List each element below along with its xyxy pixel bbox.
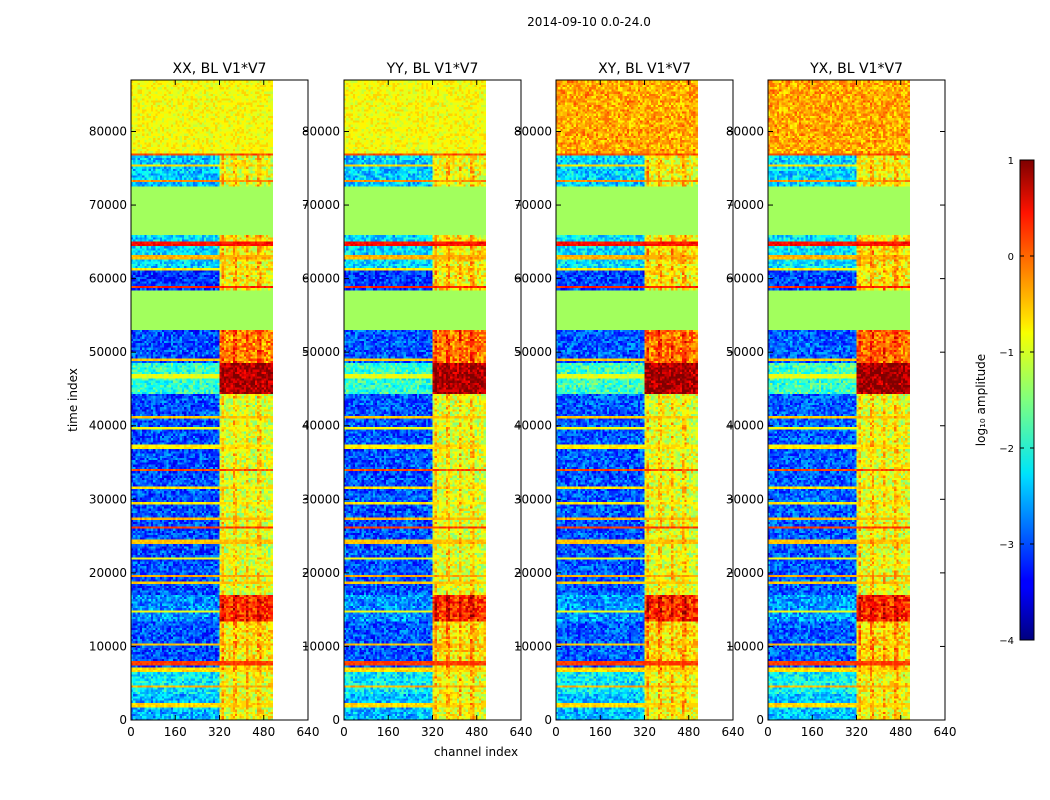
y-tick-label: 40000 (726, 419, 764, 433)
y-tick-label: 0 (119, 713, 127, 727)
y-tick-label: 60000 (514, 272, 552, 286)
panel-yy: YY, BL V1*V7 0 160 320 480 640 0 10000 20000 3000… (302, 61, 533, 739)
colorbar-tick-label: −2 (999, 444, 1014, 455)
x-tick-label: 160 (377, 725, 400, 739)
y-tick-label: 40000 (89, 419, 127, 433)
x-tick-label: 640 (722, 725, 745, 739)
y-tick-label: 30000 (726, 492, 764, 506)
x-tick-label: 0 (340, 725, 348, 739)
heatmap (768, 80, 910, 721)
y-tick-label: 60000 (302, 272, 340, 286)
colorbar-tick-label: −3 (999, 540, 1014, 551)
y-tick-label: 10000 (302, 639, 340, 653)
colorbar-tick-label: 1 (1008, 156, 1014, 167)
y-tick-label: 70000 (89, 198, 127, 212)
y-tick-label: 10000 (514, 639, 552, 653)
x-tick-label: 320 (421, 725, 444, 739)
y-tick-label: 30000 (302, 492, 340, 506)
x-tick-label: 320 (208, 725, 231, 739)
colorbar: −4 −3 −2 −1 0 1 log₁₀ amplitude (974, 156, 1034, 647)
y-tick-label: 80000 (89, 124, 127, 138)
panel-xy: XY, BL V1*V7 0 160 320 480 640 0 10000 20000 3000… (514, 61, 745, 739)
colorbar-tick-label: −4 (999, 636, 1014, 647)
panel-title: XX, BL V1*V7 (173, 61, 267, 77)
y-tick-label: 0 (544, 713, 552, 727)
x-tick-label: 160 (589, 725, 612, 739)
y-tick-label: 60000 (726, 272, 764, 286)
x-tick-label: 0 (552, 725, 560, 739)
panel-xx: XX, BL V1*V7 0 160 320 480 640 0 10000 20000 3000… (89, 61, 320, 739)
y-tick-label: 20000 (302, 566, 340, 580)
y-tick-label: 10000 (89, 639, 127, 653)
panels: XX, BL V1*V7 0 160 320 480 640 0 10000 20000 3000… (89, 61, 957, 739)
figure-title: 2014-09-10 0.0-24.0 (527, 15, 651, 29)
x-tick-label: 480 (677, 725, 700, 739)
y-tick-label: 50000 (514, 345, 552, 359)
x-tick-label: 320 (633, 725, 656, 739)
colorbar-tick-label: 0 (1008, 252, 1014, 263)
x-tick-label: 480 (889, 725, 912, 739)
y-tick-label: 10000 (726, 639, 764, 653)
colorbar-gradient (1020, 160, 1034, 640)
x-tick-label: 320 (845, 725, 868, 739)
x-axis-label: channel index (434, 745, 518, 759)
y-tick-label: 80000 (514, 124, 552, 138)
y-tick-label: 70000 (514, 198, 552, 212)
y-tick-label: 20000 (89, 566, 127, 580)
panel-yx: YX, BL V1*V7 0 160 320 480 640 0 10000 20000 3000… (726, 61, 957, 739)
x-tick-label: 640 (510, 725, 533, 739)
y-tick-label: 40000 (302, 419, 340, 433)
y-tick-label: 0 (332, 713, 340, 727)
y-tick-label: 20000 (514, 566, 552, 580)
x-tick-label: 480 (465, 725, 488, 739)
y-tick-label: 30000 (89, 492, 127, 506)
x-tick-label: 640 (934, 725, 957, 739)
heatmap (131, 80, 273, 721)
y-tick-label: 60000 (89, 272, 127, 286)
y-tick-label: 50000 (726, 345, 764, 359)
y-tick-label: 50000 (302, 345, 340, 359)
x-tick-label: 640 (297, 725, 320, 739)
y-tick-label: 20000 (726, 566, 764, 580)
y-tick-label: 50000 (89, 345, 127, 359)
heatmap (344, 80, 486, 721)
colorbar-label: log₁₀ amplitude (974, 354, 988, 446)
x-tick-label: 160 (164, 725, 187, 739)
spectrogram-figure: 2014-09-10 0.0-24.0 XX, BL V1*V7 0 160 320 4… (0, 0, 1050, 800)
colorbar-tick-label: −1 (999, 348, 1014, 359)
y-tick-label: 70000 (302, 198, 340, 212)
x-tick-label: 480 (252, 725, 275, 739)
y-axis-label: time index (66, 368, 80, 432)
heatmap (556, 80, 698, 721)
panel-title: YX, BL V1*V7 (809, 61, 903, 77)
y-tick-label: 80000 (726, 124, 764, 138)
y-tick-label: 0 (756, 713, 764, 727)
y-tick-label: 80000 (302, 124, 340, 138)
x-tick-label: 0 (764, 725, 772, 739)
x-tick-label: 0 (127, 725, 135, 739)
panel-title: XY, BL V1*V7 (598, 61, 691, 77)
y-tick-label: 40000 (514, 419, 552, 433)
y-tick-label: 30000 (514, 492, 552, 506)
x-tick-label: 160 (801, 725, 824, 739)
y-tick-label: 70000 (726, 198, 764, 212)
panel-title: YY, BL V1*V7 (386, 61, 479, 77)
